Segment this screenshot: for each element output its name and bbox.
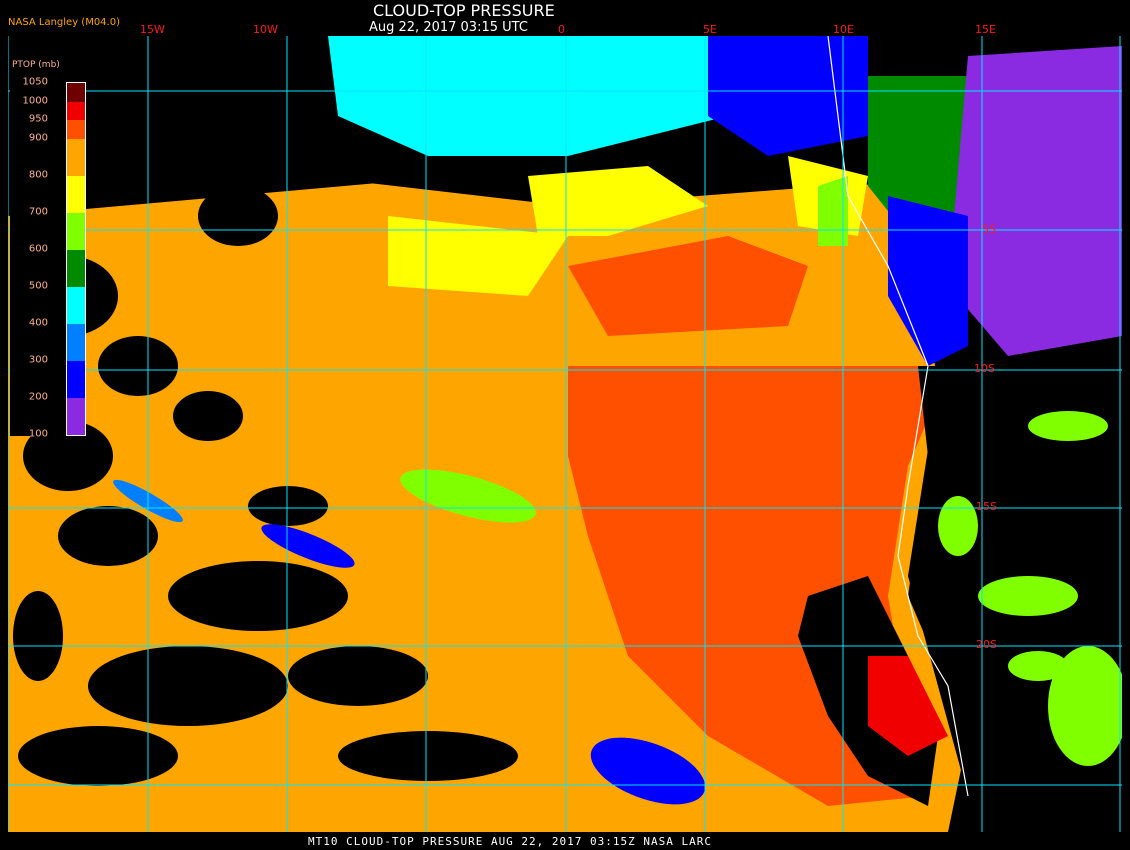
lon-label-15e: 15E (975, 23, 996, 36)
legend-level-label: 800 (28, 169, 48, 181)
legend-title: PTOP (mb) (12, 60, 60, 70)
legend-level-label: 900 (28, 132, 48, 144)
color-legend: 1050 1000 950 900 800 700 600 500 400 300 200 100 (10, 60, 86, 440)
lat-label-10s: 10S (974, 362, 995, 375)
organization-label: NASA Langley (M04.0) (8, 17, 120, 28)
map-title: CLOUD-TOP PRESSURE (373, 1, 555, 20)
lat-label-5s: 5S (982, 223, 996, 236)
legend-swatch (67, 360, 85, 398)
legend-swatch (67, 286, 85, 324)
legend-level-label: 400 (28, 317, 48, 329)
legend-swatch (67, 120, 85, 139)
legend-level-label: 100 (28, 428, 48, 440)
lon-label-10e: 10E (833, 23, 854, 36)
legend-swatch (67, 138, 85, 176)
legend-swatch (67, 83, 85, 102)
legend-swatch (67, 101, 85, 121)
legend-level-label: 700 (28, 206, 48, 218)
legend-level-label: 1050 (22, 76, 48, 88)
lon-label-10w: 10W (253, 23, 278, 36)
lon-label-0: 0 (558, 23, 565, 36)
legend-swatch (67, 323, 85, 361)
legend-level-label: 1000 (22, 95, 48, 107)
lat-label-15s: 15S (976, 500, 997, 513)
lat-label-20s: 20S (976, 638, 997, 651)
footer-caption: MT10 CLOUD-TOP PRESSURE AUG 22, 2017 03:… (308, 835, 712, 848)
legend-colorbar (66, 82, 86, 436)
legend-level-label: 950 (28, 113, 48, 125)
lon-label-15w: 15W (140, 23, 165, 36)
map-timestamp: Aug 22, 2017 03:15 UTC (369, 20, 528, 35)
legend-level-label: 300 (28, 354, 48, 366)
legend-swatch (67, 397, 85, 435)
legend-swatch (67, 212, 85, 250)
cloud-top-pressure-map (8, 36, 1122, 832)
lon-label-5e: 5E (703, 23, 717, 36)
legend-swatch (67, 249, 85, 287)
legend-level-label: 200 (28, 391, 48, 403)
legend-level-label: 500 (28, 280, 48, 292)
legend-level-label: 600 (28, 243, 48, 255)
legend-swatch (67, 175, 85, 213)
